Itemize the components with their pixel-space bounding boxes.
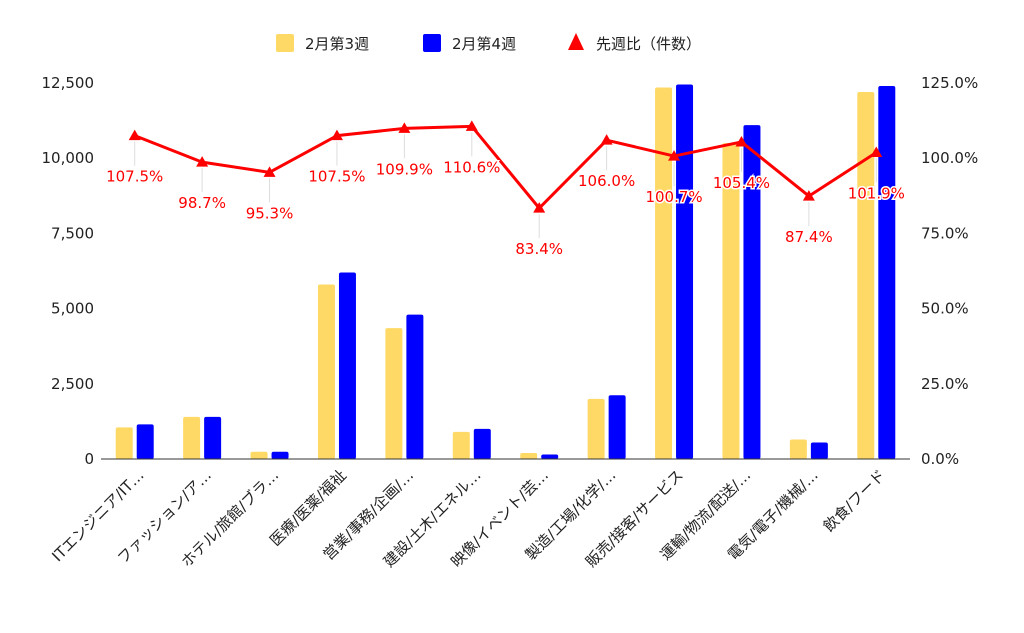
bar-week3	[452, 431, 470, 459]
y-left-tick-label: 2,500	[51, 375, 94, 393]
y-left-tick-label: 7,500	[51, 224, 94, 242]
legend-label: 2月第3週	[305, 35, 369, 53]
ratio-data-label: 107.5%	[308, 168, 365, 186]
data-label-leaders	[134, 132, 877, 239]
ratio-data-label: 110.6%	[443, 158, 500, 176]
ratio-point-marker	[668, 150, 681, 161]
ratio-point-marker	[735, 135, 748, 147]
ratio-point-marker	[330, 129, 343, 141]
legend-swatch-week4	[423, 34, 441, 52]
bar-week3	[587, 398, 605, 459]
category-label: 飲食/フード	[820, 466, 889, 535]
ratio-data-label: 101.9%	[848, 184, 905, 202]
bar-week3	[857, 92, 875, 460]
right-axis: 0.0% 25.0% 50.0% 75.0% 100.0% 125.0%	[921, 74, 978, 468]
legend-swatch-week3	[276, 34, 294, 52]
ratio-data-label: 87.4%	[785, 228, 833, 246]
ratio-point-marker	[533, 202, 546, 213]
bar-week4	[878, 86, 896, 460]
ratio-data-labels: 107.5% 98.7% 95.3% 107.5% 109.9% 110.6% 83.4% 1…	[105, 157, 907, 260]
y-right-tick-label: 0.0%	[921, 450, 959, 468]
y-right-tick-label: 75.0%	[921, 224, 969, 242]
ratio-point-marker	[128, 129, 141, 141]
ratio-data-label: 83.4%	[515, 240, 563, 258]
legend: 2月第3週 2月第4週 先週比（件数）	[276, 33, 701, 53]
ratio-point-marker	[870, 146, 883, 157]
y-right-tick-label: 125.0%	[921, 74, 978, 92]
bar-week4	[810, 442, 828, 459]
y-left-tick-label: 0	[84, 450, 94, 468]
bar-week3	[250, 451, 268, 459]
bar-week3	[722, 143, 740, 459]
bar-week3	[385, 328, 403, 459]
bar-week4	[338, 272, 356, 459]
bar-week3	[115, 427, 133, 459]
ratio-data-label: 107.5%	[106, 168, 163, 186]
category-axis-labels: ITエンジニア/IT…ファッション/ア…ホテル/旅館/ブラ…医療/医薬/福祉営業…	[48, 466, 889, 571]
bar-series	[115, 84, 896, 460]
bar-week3	[789, 439, 807, 459]
bar-week3	[317, 284, 335, 459]
bar-week4	[743, 125, 761, 459]
ratio-point-marker	[465, 120, 478, 131]
y-left-tick-label: 12,500	[42, 74, 95, 92]
bar-week4	[608, 395, 626, 459]
y-left-tick-label: 10,000	[42, 149, 95, 167]
ratio-point-marker	[263, 166, 276, 177]
legend-swatch-ratio	[568, 33, 584, 50]
left-axis: 0 2,500 5,000 7,500 10,000 12,500	[42, 74, 95, 468]
bar-week3	[655, 87, 673, 460]
bar-week4	[541, 454, 559, 459]
legend-label: 先週比（件数）	[596, 35, 701, 53]
ratio-line-series	[128, 120, 883, 213]
bar-week4	[676, 84, 694, 459]
ratio-data-label: 106.0%	[578, 172, 635, 190]
bar-week4	[473, 428, 491, 459]
ratio-point-marker	[802, 190, 815, 201]
ratio-line	[134, 124, 878, 210]
ratio-point-marker	[196, 156, 209, 167]
ratio-data-label: 105.4%	[713, 174, 770, 192]
ratio-point-marker	[600, 134, 613, 145]
bar-week4	[136, 424, 154, 459]
bar-week4	[406, 314, 424, 459]
bar-week4	[271, 451, 289, 459]
bar-week3	[520, 452, 538, 459]
y-right-tick-label: 50.0%	[921, 300, 969, 318]
ratio-data-label: 95.3%	[246, 204, 294, 222]
y-left-tick-label: 5,000	[51, 300, 94, 318]
bar-week4	[204, 416, 222, 459]
legend-label: 2月第4週	[452, 35, 516, 53]
y-right-tick-label: 100.0%	[921, 149, 978, 167]
y-right-tick-label: 25.0%	[921, 375, 969, 393]
ratio-point-marker	[398, 122, 411, 133]
ratio-data-label: 109.9%	[376, 160, 433, 178]
ratio-data-label: 100.7%	[645, 188, 702, 206]
ratio-data-label: 98.7%	[178, 194, 226, 212]
bar-week3	[183, 416, 201, 459]
